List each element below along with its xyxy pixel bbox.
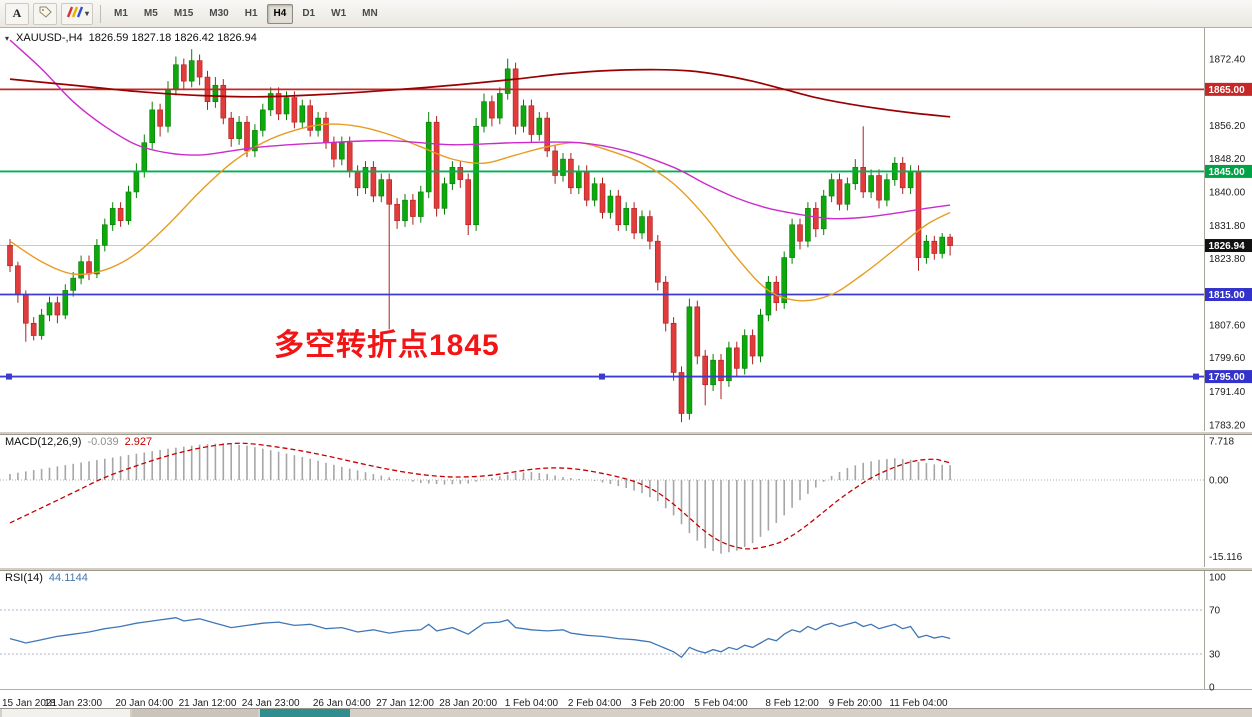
price-tick-label: 1848.20 xyxy=(1209,154,1246,165)
bottom-tab[interactable] xyxy=(260,709,350,717)
tag-icon xyxy=(38,5,53,23)
rsi-axis-label: 70 xyxy=(1209,606,1221,617)
price-tick-label: 1791.40 xyxy=(1209,387,1246,398)
time-tick-label: 11 Feb 04:00 xyxy=(889,698,948,709)
bottom-tab[interactable] xyxy=(2,709,130,717)
price-level-badge-text: 1865.00 xyxy=(1209,85,1246,96)
macd-axis-label: -15.116 xyxy=(1209,552,1243,563)
price-level-badge-text: 1845.00 xyxy=(1209,167,1246,178)
draw-colors-dropdown-button[interactable]: ▾ xyxy=(61,2,94,25)
toolbar: A ▾ M1 M5 M15 M30 H1 H4 D1 W1 MN xyxy=(0,0,1252,28)
time-tick-label: 5 Feb 04:00 xyxy=(694,698,748,709)
time-tick-label: 21 Jan 12:00 xyxy=(179,698,237,709)
bottom-tab[interactable] xyxy=(132,709,258,717)
line-handle[interactable] xyxy=(599,373,605,380)
price-level-badge xyxy=(1205,370,1252,384)
time-tick-label: 20 Jan 04:00 xyxy=(115,698,173,709)
chart-tab-bar[interactable] xyxy=(0,708,1252,717)
macd-axis-label: 0.00 xyxy=(1209,475,1229,486)
timeframe-button-mn[interactable]: MN xyxy=(355,4,385,24)
price-level-badge-text: 1795.00 xyxy=(1209,372,1246,383)
ma-fast-line xyxy=(9,123,951,302)
price-level-badge-text: 1826.94 xyxy=(1209,241,1246,252)
price-tick-label: 1799.60 xyxy=(1209,353,1246,364)
price-level-badge xyxy=(1205,82,1252,96)
text-tool-button[interactable]: A xyxy=(5,2,29,25)
label-tool-button[interactable] xyxy=(33,2,57,25)
timeframe-button-m1[interactable]: M1 xyxy=(107,4,135,24)
rsi-line xyxy=(9,617,951,659)
macd-pane[interactable]: 7.718 0.00 -15.116 xyxy=(0,437,1243,563)
rsi-axis-label: 30 xyxy=(1209,650,1221,661)
timeframe-button-m5[interactable]: M5 xyxy=(137,4,165,24)
line-handle[interactable] xyxy=(1193,373,1199,380)
timeframe-button-d1[interactable]: D1 xyxy=(295,4,322,24)
price-tick-label: 1840.00 xyxy=(1209,187,1246,198)
timeframe-button-m30[interactable]: M30 xyxy=(202,4,235,24)
price-tick-label: 1856.20 xyxy=(1209,121,1246,132)
time-tick-label: 26 Jan 04:00 xyxy=(313,698,371,709)
candles-layer xyxy=(7,49,953,423)
time-tick-label: 8 Feb 12:00 xyxy=(765,698,819,709)
letter-a-icon: A xyxy=(12,6,22,20)
price-level-badge xyxy=(1205,288,1252,302)
price-chart-canvas[interactable]: 1872.40 1856.20 1848.20 1840.00 1831.80 1823.… xyxy=(0,28,1252,717)
price-tick-label: 1831.80 xyxy=(1209,221,1246,232)
timeframe-button-w1[interactable]: W1 xyxy=(324,4,353,24)
price-level-badge-text: 1815.00 xyxy=(1209,290,1246,301)
price-tick-label: 1807.60 xyxy=(1209,320,1246,331)
price-level-badge xyxy=(1205,239,1252,253)
time-tick-label: 18 Jan 23:00 xyxy=(44,698,102,709)
timeframe-button-h1[interactable]: H1 xyxy=(238,4,265,24)
rsi-axis-label: 0 xyxy=(1209,683,1215,694)
time-tick-label: 24 Jan 23:00 xyxy=(242,698,300,709)
macd-axis-label: 7.718 xyxy=(1209,437,1234,448)
annotation-text[interactable]: 多空转折点1845 xyxy=(274,329,500,362)
timeframe-button-m15[interactable]: M15 xyxy=(167,4,200,24)
price-tick-label: 1783.20 xyxy=(1209,420,1246,431)
time-tick-label: 28 Jan 20:00 xyxy=(439,698,497,709)
ma-mid-line xyxy=(9,39,951,220)
time-tick-label: 1 Feb 04:00 xyxy=(505,698,559,709)
price-axis[interactable]: 1872.40 1856.20 1848.20 1840.00 1831.80 1823.… xyxy=(1205,55,1252,432)
line-handle[interactable] xyxy=(6,373,12,380)
time-tick-label: 3 Feb 20:00 xyxy=(631,698,685,709)
pane-separator[interactable] xyxy=(0,431,1252,435)
colored-pencils-icon xyxy=(65,5,84,23)
price-tick-label: 1872.40 xyxy=(1209,55,1246,66)
time-tick-label: 2 Feb 04:00 xyxy=(568,698,622,709)
time-tick-label: 15 Jan 2021 xyxy=(2,698,57,709)
price-tick-label: 1823.80 xyxy=(1209,254,1246,265)
chart-background xyxy=(0,28,1252,717)
time-tick-label: 9 Feb 20:00 xyxy=(829,698,883,709)
timeframe-group: M1 M5 M15 M30 H1 H4 D1 W1 MN xyxy=(106,3,386,24)
macd-signal-line xyxy=(9,442,951,550)
time-tick-label: 27 Jan 12:00 xyxy=(376,698,434,709)
rsi-pane[interactable]: 100 70 30 0 xyxy=(0,573,1226,694)
horizontal-level-lines[interactable] xyxy=(0,88,1204,380)
chevron-down-icon: ▾ xyxy=(85,9,90,18)
rsi-axis-label: 100 xyxy=(1209,573,1226,584)
toolbar-divider xyxy=(100,4,102,23)
price-level-badge xyxy=(1205,164,1252,178)
ma-slow-line xyxy=(9,68,951,118)
chart-window[interactable]: 1872.40 1856.20 1848.20 1840.00 1831.80 1823.… xyxy=(0,28,1252,717)
timeframe-button-h4[interactable]: H4 xyxy=(266,3,294,24)
pane-separator[interactable] xyxy=(0,567,1252,571)
